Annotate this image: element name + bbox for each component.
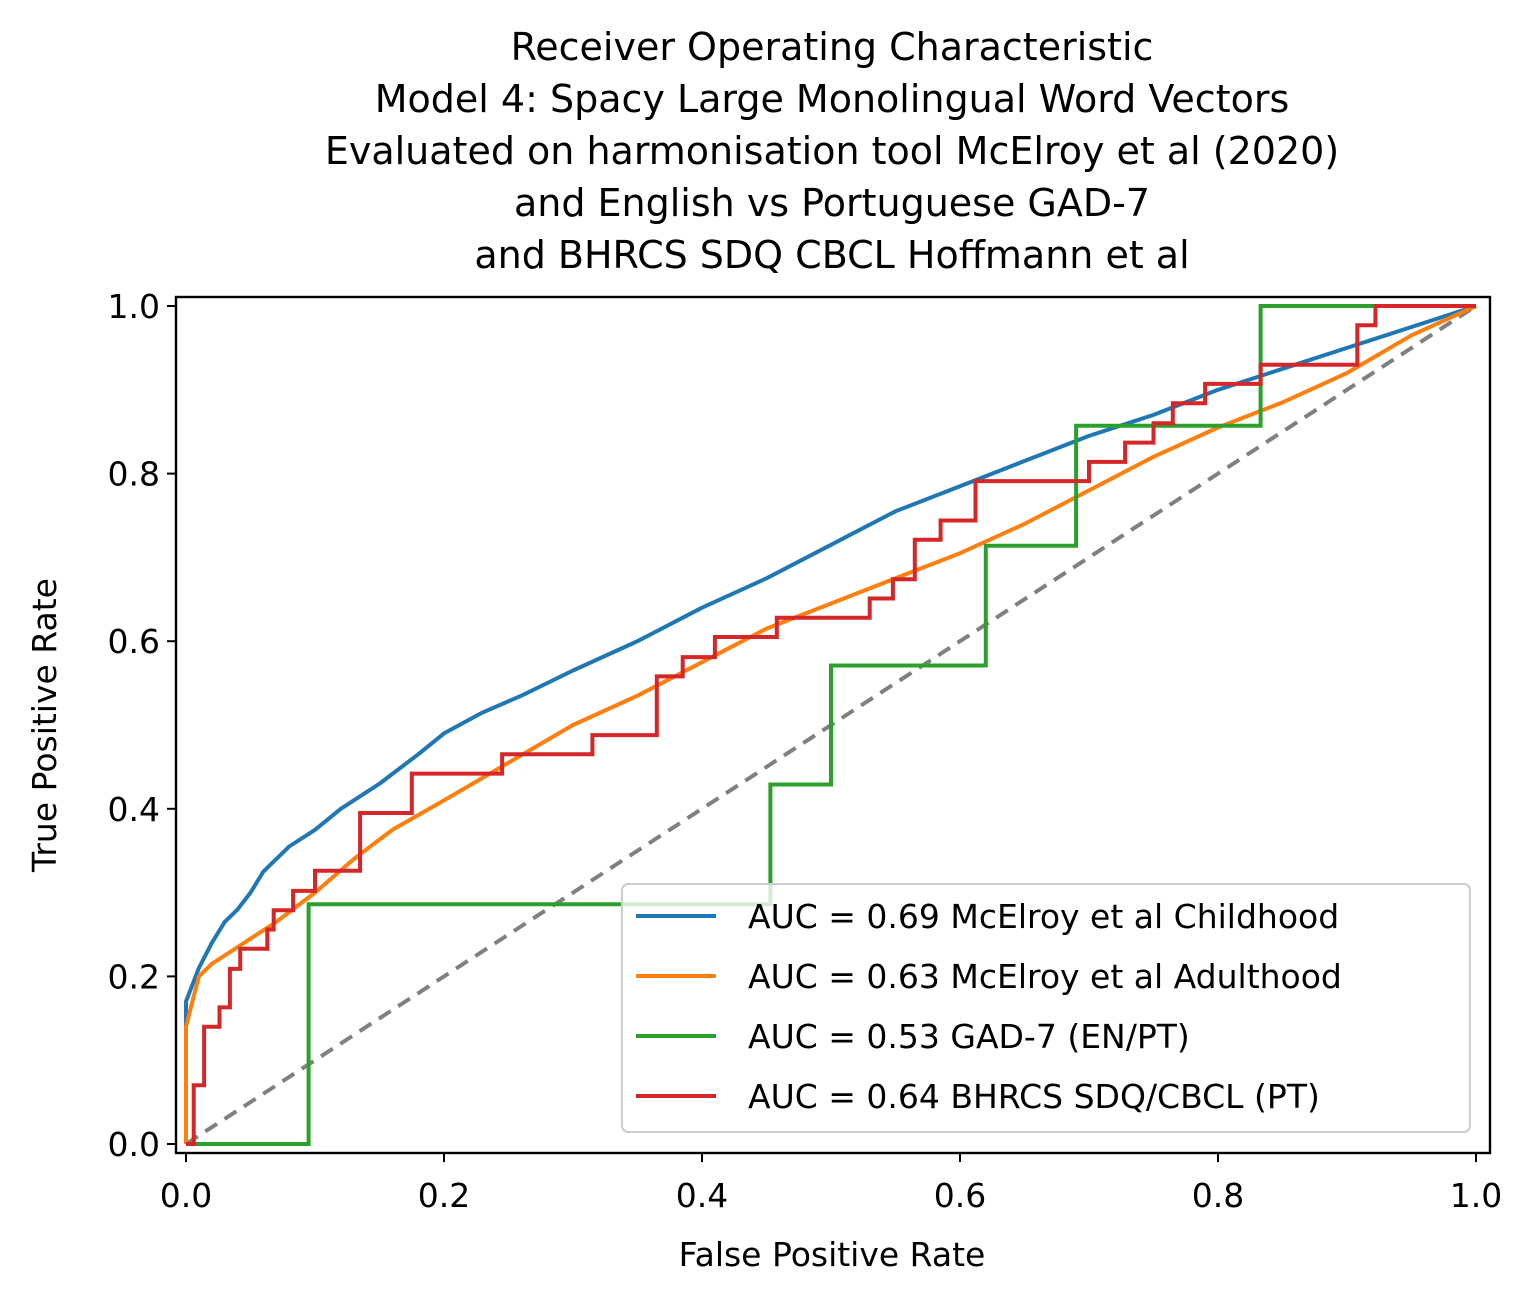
y-axis: 0.0 0.2 0.4 0.6 0.8 1.0 (108, 287, 176, 1164)
legend: AUC = 0.69 McElroy et al Childhood AUC = … (621, 883, 1471, 1133)
plot-frame (174, 295, 1492, 1155)
x-tick-label: 0.4 (676, 1176, 728, 1215)
legend-box (621, 883, 1471, 1133)
y-tick-label: 0.2 (108, 957, 160, 996)
x-tick-label: 0.0 (160, 1176, 212, 1215)
series-line-2 (184, 304, 1477, 1144)
x-tick-label: 0.6 (934, 1176, 986, 1215)
legend-label: AUC = 0.64 BHRCS SDQ/CBCL (PT) (748, 1077, 1320, 1116)
series-line-4 (186, 304, 1476, 1146)
x-tick-label: 0.2 (418, 1176, 470, 1215)
series-line-1 (184, 304, 1477, 1144)
x-axis-label: False Positive Rate (679, 1235, 986, 1274)
series-line-3 (186, 304, 1476, 1146)
y-axis-label: True Positive Rate (25, 578, 64, 873)
x-tick-label: 0.8 (1192, 1176, 1244, 1215)
y-tick-label: 0.4 (108, 790, 160, 829)
title-line: Evaluated on harmonisation tool McElroy … (325, 129, 1339, 173)
title-line: and English vs Portuguese GAD-7 (514, 181, 1150, 225)
y-tick-label: 0.8 (108, 455, 160, 494)
y-tick-label: 0.6 (108, 622, 160, 661)
title-line: Receiver Operating Characteristic (511, 25, 1154, 69)
x-axis: 0.0 0.2 0.4 0.6 0.8 1.0 (160, 1153, 1502, 1215)
series-layer (184, 304, 1478, 1146)
legend-label: AUC = 0.63 McElroy et al Adulthood (748, 957, 1342, 996)
y-tick-label: 1.0 (108, 287, 160, 326)
x-tick-label: 1.0 (1450, 1176, 1502, 1215)
y-tick-label: 0.0 (108, 1125, 160, 1164)
legend-label: AUC = 0.69 McElroy et al Childhood (748, 897, 1339, 936)
chart-title: Receiver Operating Characteristic Model 4… (325, 25, 1339, 277)
title-line: and BHRCS SDQ CBCL Hoffmann et al (474, 233, 1189, 277)
title-line: Model 4: Spacy Large Monolingual Word Ve… (375, 77, 1290, 121)
legend-label: AUC = 0.53 GAD-7 (EN/PT) (748, 1017, 1190, 1056)
